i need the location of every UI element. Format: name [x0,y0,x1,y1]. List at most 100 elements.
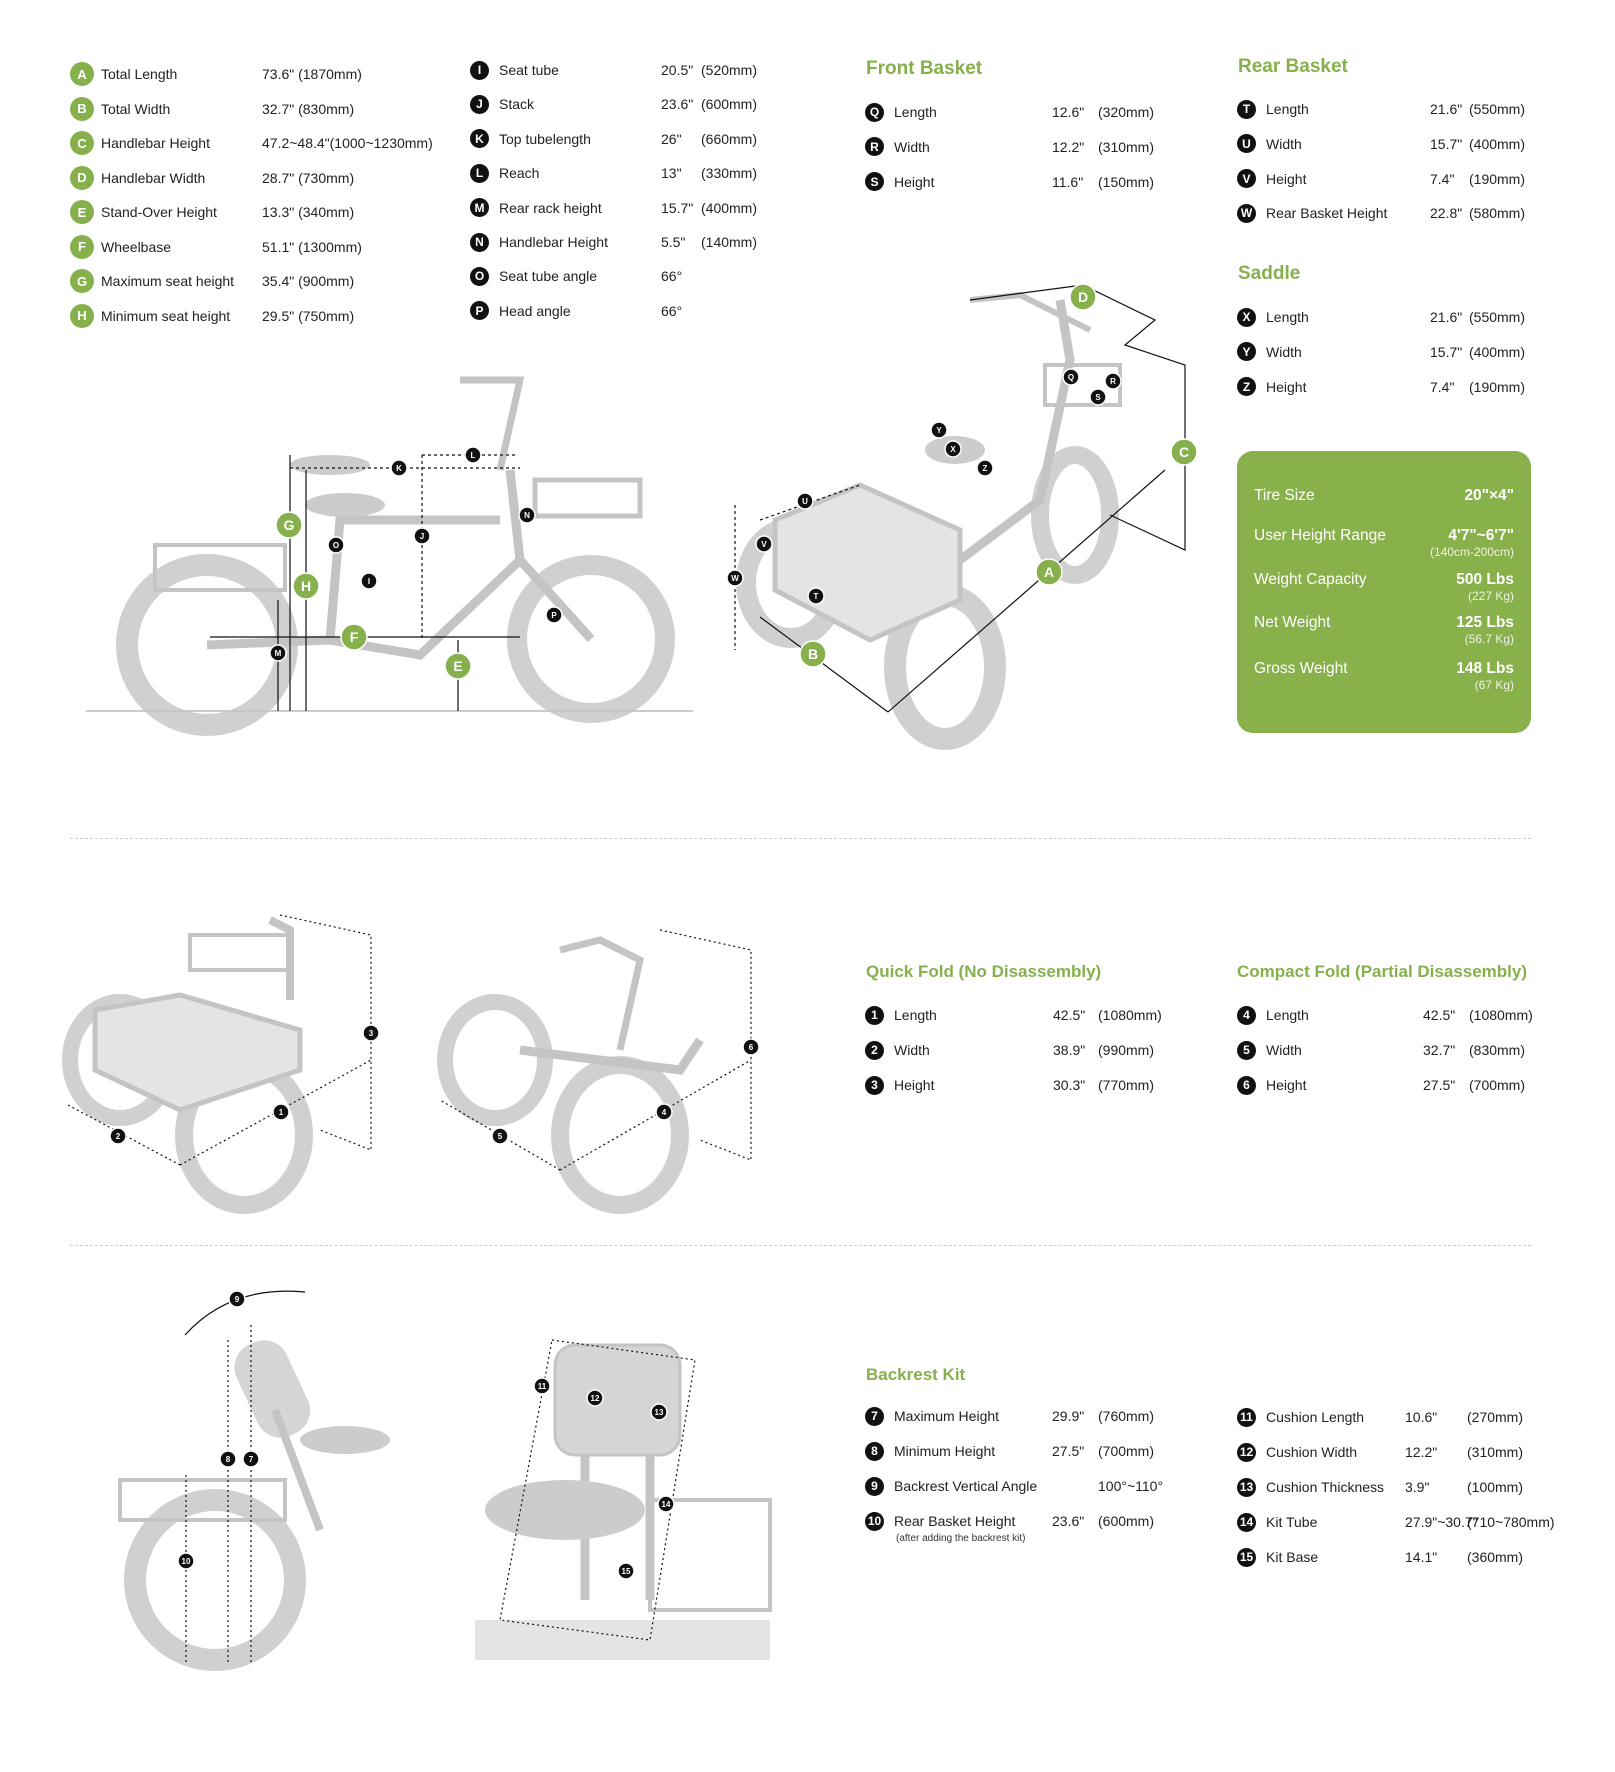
spec-label: Seat tube angle [499,268,598,285]
spec-value-metric: (400mm) [701,199,758,216]
spec-value-metric: (710~780mm) [1467,1514,1555,1530]
spec-badge: B [70,96,94,121]
spec-label: Cushion Length [1266,1409,1365,1425]
diagram-badge-circle [796,492,814,510]
spec-badge: 4 [1237,1005,1256,1025]
spec-value: 29.5" (750mm) [262,307,355,324]
spec-row: 12 Cushion Width 12.2" (310mm) [1237,1441,1537,1463]
diagram-badge: 10 [177,1552,195,1570]
spec-badge: M [470,198,489,218]
spec-row: F Wheelbase 51.1" (1300mm) [70,234,370,259]
spec-value-metric: (140mm) [701,234,758,250]
spec-value-metric: (660mm) [701,130,758,147]
spec-label: Rear Basket Height [1266,205,1388,222]
diagram-badge-circle [272,1103,290,1121]
spec-value-metric: (320mm) [1098,104,1155,120]
diagram-badge-label: 11 [538,1382,547,1391]
spec-label: Stack [499,96,535,113]
diagram-badge: 3 [362,1024,380,1042]
spec-row: 6 Height 27.5" (700mm) [1237,1074,1537,1096]
diagram-badge: S [1089,388,1107,406]
spec-value-metric: (330mm) [701,165,758,182]
spec-label: Length [894,104,937,120]
diagram-badge: Z [976,459,994,477]
diagram-badge-circle [228,1290,246,1308]
diagram-badge: V [755,535,773,553]
diagram-badge-circle [109,1127,127,1145]
diagram-badge-circle [491,1127,509,1145]
diagram-badge-label: O [333,541,339,550]
spec-badge: 6 [1237,1075,1256,1095]
spec-label: Total Length [101,66,178,82]
spec-value: 7.4" [1430,378,1455,395]
spec-badge: 15 [1237,1547,1256,1567]
diagram-badge: F [340,623,368,651]
diagram-badge: C [1170,438,1198,466]
diagram-badge-label: 7 [249,1455,254,1464]
diagram-badge-label: P [551,611,557,620]
spec-value-metric: (990mm) [1098,1042,1155,1058]
spec-badge: A [70,62,94,86]
diagram-badge-label: Z [983,464,988,473]
spec-label: Rear rack height [499,199,602,216]
diagram-badge-label: R [1110,377,1116,386]
spec-row: Z Height 7.4" (190mm) [1237,376,1537,398]
diagram-badge-label: X [950,445,956,454]
diagram-badge-circle [657,1495,675,1513]
spec-row: 9 Backrest Vertical Angle 100°~110° [865,1475,1165,1497]
spec-label: Minimum Height [894,1443,996,1459]
diagram-badge-circle [413,527,431,545]
quick-fold-title: Quick Fold (No Disassembly) [866,962,1102,981]
diagram-badge-label: C [1179,444,1189,460]
diagram-badge: X [944,440,962,458]
diagram-badge-label: 15 [622,1567,631,1576]
diagram-badge-label: J [420,532,424,541]
backrest-detail-illustration [475,1343,772,1660]
spec-row: 4 Length 42.5" (1080mm) [1237,1004,1537,1026]
diagram-badge-label: 5 [498,1132,503,1141]
diagram-badge: 11 [533,1377,551,1395]
diagram-badge-circle [755,535,773,553]
key-spec-label: Gross Weight [1254,660,1348,677]
diagram-badge-circle [327,536,345,554]
spec-value-metric: (760mm) [1098,1408,1155,1424]
spec-label: Length [1266,1007,1309,1023]
spec-row: D Handlebar Width 28.7" (730mm) [70,165,370,190]
spec-value: 15.7" [1430,343,1463,360]
spec-label: Length [1266,309,1309,325]
spec-value-metric: (600mm) [1098,1513,1155,1529]
key-spec-value: 125 Lbs [1456,614,1514,631]
spec-value-metric: (700mm) [1469,1077,1526,1093]
diagram-badge-label: 3 [369,1029,374,1038]
diagram-badge: K [390,459,408,477]
diagram-badge: 7 [242,1450,260,1468]
diagram-badge: A [1035,558,1063,586]
diagram-badge: O [327,536,345,554]
spec-label: Width [894,1042,930,1058]
diagram-badge: R [1104,372,1122,390]
diagram-badge: 8 [219,1450,237,1468]
spec-label: Reach [499,165,540,182]
diagram-badge-label: L [471,451,476,460]
diagram-badge-label: K [396,464,402,473]
spec-value: 7.4" [1430,170,1455,187]
diagram-badge-label: I [368,577,370,586]
spec-row: P Head angle 66° [470,300,770,322]
diagram-badge-label: S [1095,393,1101,402]
spec-label: Handlebar Height [101,135,210,151]
diagram-badge-label: 1 [279,1108,284,1117]
spec-badge: L [470,163,489,183]
diagram-badge: D [1069,283,1097,311]
spec-row: C Handlebar Height 47.2~48.4"(1000~1230m… [70,131,433,155]
key-spec-label: User Height Range [1254,527,1386,544]
diagram-badge-circle [360,572,378,590]
spec-badge: 12 [1237,1442,1256,1462]
spec-badge: O [470,266,489,286]
diagram-badge-circle [444,652,472,680]
spec-badge: 9 [865,1476,884,1496]
spec-value-metric: (770mm) [1098,1077,1155,1093]
spec-row: E Stand-Over Height 13.3" (340mm) [70,200,370,224]
spec-value-metric: 100°~110° [1098,1478,1164,1494]
diagram-badge: 14 [657,1495,675,1513]
